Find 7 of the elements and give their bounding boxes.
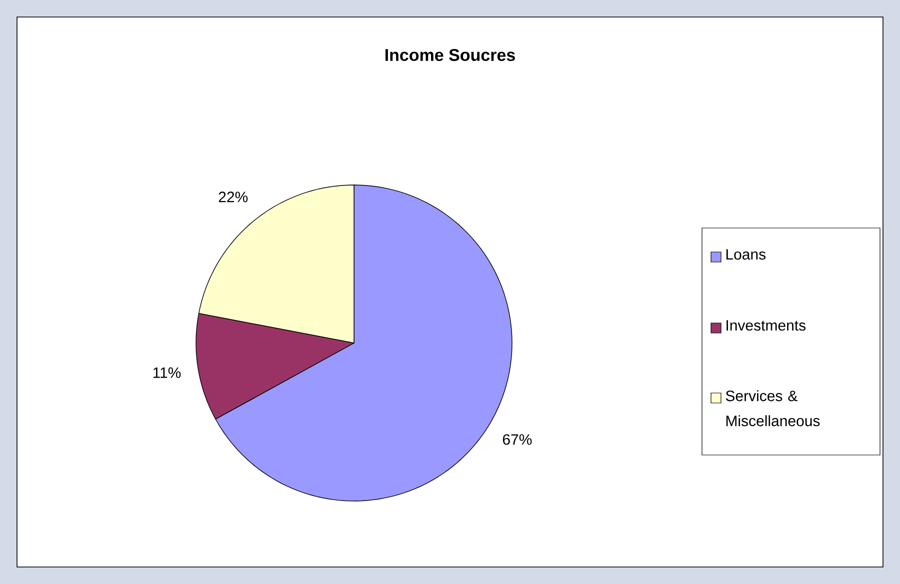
- legend-label: Services & Miscellaneous: [726, 390, 820, 426]
- data-label: 11%: [153, 367, 181, 378]
- data-label: 22%: [218, 192, 248, 202]
- chart-title: Income Soucres: [385, 48, 515, 62]
- legend-label: Loans: [726, 249, 766, 260]
- legend-label: Investments: [726, 320, 806, 331]
- data-label: 67%: [502, 434, 532, 445]
